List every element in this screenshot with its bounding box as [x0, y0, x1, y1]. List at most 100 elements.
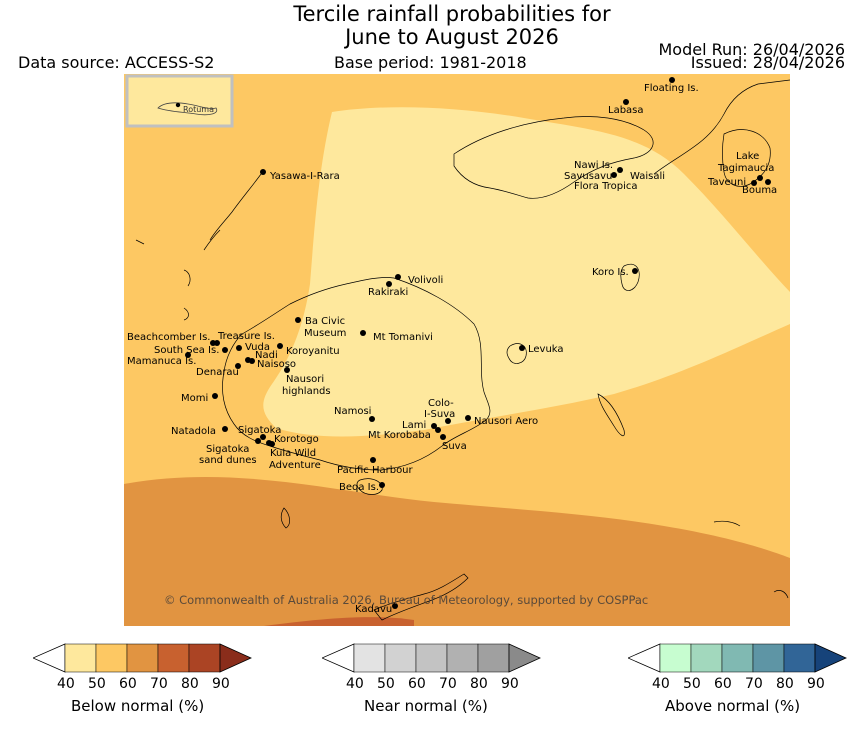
place-label: Koroyanitu: [286, 346, 340, 357]
taveuni-coast: [722, 129, 771, 187]
kadavu-coast: [373, 573, 469, 621]
place-label: Momi: [181, 393, 208, 404]
colorbar-above-tick: 90: [807, 676, 825, 692]
colorbar-below-lower-arrow: [33, 643, 66, 673]
colorbar-near-tick: 50: [377, 676, 395, 692]
colorbar-near-upper-arrow: [508, 643, 541, 673]
colorbar-below-tick: 70: [150, 676, 168, 692]
data-source-label: Data source: ACCESS-S2: [18, 53, 215, 72]
colorbar-near-tick: 80: [470, 676, 488, 692]
colorbar-above-title: Above normal (%): [665, 697, 801, 715]
place-label: Colo-: [428, 398, 454, 409]
beqa-coast: [356, 478, 383, 495]
colorbar-above-tick: 40: [652, 676, 670, 692]
colorbar-near-tick: 60: [408, 676, 426, 692]
colorbar-below-title: Below normal (%): [71, 697, 205, 715]
place-label: Vuda: [245, 342, 270, 353]
viti-levu-coast: [222, 277, 491, 471]
place-label: Beqa Is.: [339, 482, 379, 493]
colorbar-below-tick: 40: [57, 676, 75, 692]
place-label: sand dunes: [199, 455, 257, 466]
colorbar-above-swatch: [659, 643, 692, 673]
colorbar-near-swatch: [477, 643, 510, 673]
place-label: Bouma: [742, 185, 777, 196]
map-title-line1: Tercile rainfall probabilities for: [293, 2, 611, 26]
place-label: Namosi: [334, 406, 371, 417]
place-label: Kadavu: [355, 604, 392, 615]
colorbar-above-tick: 60: [714, 676, 732, 692]
place-label: Waisali: [630, 171, 665, 182]
coastlines: [135, 79, 790, 621]
place-label: Labasa: [608, 105, 644, 116]
place-label: Rakiraki: [368, 287, 408, 298]
issued-label: Issued: 28/04/2026: [690, 53, 845, 72]
place-label: Yasawa-I-Rara: [269, 171, 340, 182]
colorbar-above-swatch: [752, 643, 785, 673]
colorbar-near-tick: 90: [501, 676, 519, 692]
place-label: Mamanuca Is.: [127, 356, 196, 367]
place-label: Natadola: [171, 426, 216, 437]
place-label: Denarau: [196, 367, 239, 378]
place-label: Sigatoka: [238, 425, 281, 436]
colorbar-below-swatch: [64, 643, 97, 673]
shade-70-80: [264, 617, 414, 626]
place-label: South Sea Is.: [154, 345, 219, 356]
place-label: Flora Tropica: [574, 181, 637, 192]
colorbar-below-tick: 90: [212, 676, 230, 692]
place-label: Mt Korobaba: [368, 430, 431, 441]
place-label: highlands: [282, 386, 331, 397]
place-label: Sigatoka: [206, 444, 249, 455]
colorbar-below-swatch: [95, 643, 128, 673]
rotuma-inset: Rotuma: [125, 74, 234, 128]
model-run-label: Model Run: 26/04/2026: [658, 40, 846, 59]
colorbar-near-title: Near normal (%): [364, 697, 488, 715]
koro-coast: [620, 263, 640, 291]
place-label: Floating Is.: [644, 83, 699, 94]
place-label: Nausori Aero: [474, 416, 538, 427]
place-label: Korotogo: [274, 434, 319, 445]
colorbar-near-lower-arrow: [322, 643, 355, 673]
place-label: Kula Wild: [270, 448, 316, 459]
colorbar-above-tick: 70: [745, 676, 763, 692]
place-label: Lake: [736, 151, 759, 162]
place-label: Nadi: [255, 350, 278, 361]
place-label: Pacific Harbour: [337, 465, 414, 476]
colorbar-below-swatch: [126, 643, 159, 673]
place-label: Levuka: [528, 344, 564, 355]
base-period-label: Base period: 1981-2018: [334, 53, 527, 72]
colorbar-above-swatch: [783, 643, 816, 673]
colorbar-below-tick: 60: [119, 676, 137, 692]
place-label: Naisoso: [257, 359, 296, 370]
place-label: Ba Civic: [305, 316, 345, 327]
colorbar-above-swatch: [721, 643, 754, 673]
shade-60-70: [124, 476, 790, 626]
vanua-levu-coast: [453, 116, 654, 199]
colorbar-below-tick: 50: [88, 676, 106, 692]
colorbar-near-swatch: [384, 643, 417, 673]
place-label: Beachcomber Is.: [127, 332, 210, 343]
shade-40-50: [263, 107, 790, 437]
place-label: I-Suva: [424, 409, 455, 420]
place-markers: Floating Is. Labasa Yasawa-I-Rara Nawi I…: [127, 77, 777, 615]
place-label: Nausori: [286, 374, 324, 385]
place-label: Savusavu: [564, 171, 612, 182]
place-label: Volivoli: [408, 275, 443, 286]
place-label: Adventure: [269, 460, 321, 471]
place-label: Taveuni: [707, 177, 746, 188]
inset-label: Rotuma: [183, 105, 214, 114]
colorbar-below-tick: 80: [181, 676, 199, 692]
place-label: Mt Tomanivi: [373, 332, 433, 343]
colorbar-near-swatch: [446, 643, 479, 673]
colorbar-below-swatch: [188, 643, 221, 673]
place-label: Lami: [402, 420, 426, 431]
colorbar-near-tick: 40: [346, 676, 364, 692]
map-title-line2: June to August 2026: [345, 25, 559, 49]
colorbar-above-swatch: [690, 643, 723, 673]
rainfall-probability-map: Rotuma Floating Is. Labasa: [124, 74, 790, 626]
colorbar-near-swatch: [415, 643, 448, 673]
place-label: Treasure Is.: [217, 331, 275, 342]
colorbar-near-swatch: [353, 643, 386, 673]
place-label: Nawi Is.: [574, 160, 613, 171]
place-label: Museum: [304, 328, 346, 339]
colorbar-below-swatch: [157, 643, 190, 673]
